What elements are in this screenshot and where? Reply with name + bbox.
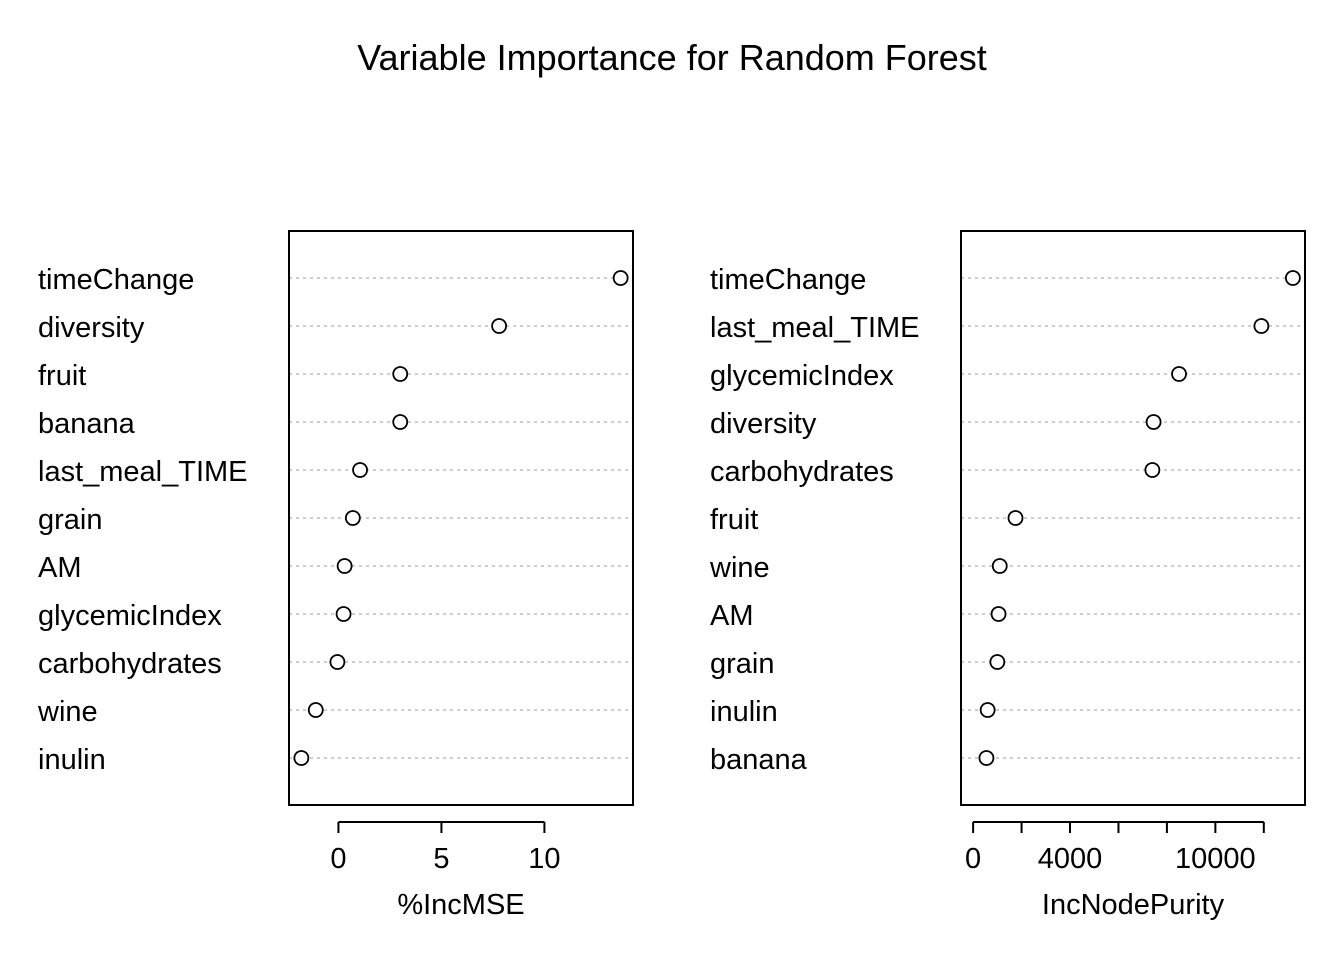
panel-incnodepurity: timeChange last_meal_TIME glycemicIndex div… [709,230,1306,921]
category-label: diversity [710,408,817,440]
data-point [335,606,352,622]
category-label: grain [38,504,103,536]
data-point [991,558,1008,574]
category-label: diversity [38,312,145,344]
x-axis-label: IncNodePurity [1042,889,1225,921]
category-label: fruit [710,504,758,536]
data-point [392,366,409,382]
plot-frame [288,230,634,806]
category-label: inulin [38,744,106,776]
category-label: grain [710,648,775,680]
data-point [336,558,353,574]
data-point [344,510,361,526]
data-point [392,414,409,430]
category-label: last_meal_TIME [710,312,920,344]
data-point [1253,318,1270,334]
data-point [989,654,1006,670]
panel-incmse: timeChange diversity fruit banana last_meal_… [37,230,634,921]
category-label: carbohydrates [38,648,222,680]
x-tick-label: 4000 [1038,843,1103,875]
category-label: inulin [710,696,778,728]
x-tick-label: 5 [433,843,449,875]
data-point [1171,366,1187,382]
category-label: timeChange [38,264,194,296]
category-label: banana [38,408,136,440]
category-label: fruit [38,360,86,392]
category-label: banana [710,744,808,776]
data-point [990,606,1007,622]
data-point [491,318,508,334]
data-point [978,750,995,766]
category-label: wine [709,552,770,584]
x-tick-label: 0 [965,843,981,875]
x-tick-label: 0 [330,843,346,875]
category-label: AM [38,552,82,584]
x-axis-label: %IncMSE [397,889,524,921]
x-tick-label: 10000 [1175,843,1256,875]
data-point [293,750,310,766]
category-label: carbohydrates [710,456,894,488]
category-label: AM [710,600,754,632]
data-point [1284,270,1301,286]
x-tick-label: 10 [528,843,560,875]
plot-frame [960,230,1306,806]
data-point [352,462,368,478]
data-point [1145,414,1162,430]
data-point [1144,462,1161,478]
category-label: glycemicIndex [710,360,894,392]
chart-title: Variable Importance for Random Forest [357,37,987,78]
data-point [329,654,346,670]
category-label: glycemicIndex [38,600,222,632]
category-label: wine [37,696,98,728]
category-label: timeChange [710,264,866,296]
category-label: last_meal_TIME [38,456,248,488]
data-point [979,702,996,718]
data-point [1007,510,1024,526]
data-point [307,702,324,718]
data-point [612,270,629,286]
